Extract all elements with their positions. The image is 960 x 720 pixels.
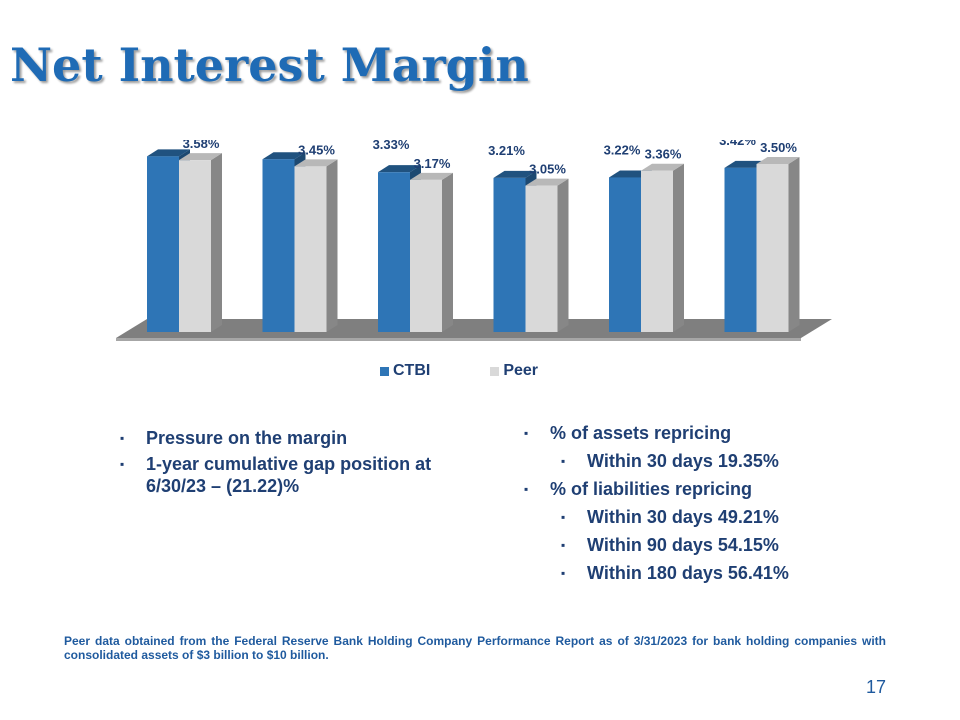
bar-peer-5-top <box>641 163 684 171</box>
bar-peer-4-side <box>557 178 569 332</box>
bar-ctbi-5 <box>609 177 641 332</box>
bar-peer-6 <box>756 164 789 332</box>
bar-peer-4-top <box>525 178 569 186</box>
bullet-square-icon: ▪ <box>120 431 125 445</box>
legend-item-peer: Peer <box>490 362 538 380</box>
bar-peer-2-top <box>294 159 338 167</box>
sub-bullet-item: ▪ Within 180 days 56.41% <box>561 562 910 584</box>
bar-peer-2-side <box>326 159 338 332</box>
data-label-ctbi-6: 3.42% <box>719 140 756 148</box>
legend-swatch-peer <box>490 366 500 376</box>
legend-label-peer: Peer <box>503 362 539 379</box>
bar-ctbi-2-top <box>262 152 306 160</box>
bar-peer-3-top <box>410 172 453 180</box>
bullet-square-icon: ▪ <box>120 457 125 471</box>
data-label-peer-6: 3.50% <box>760 140 797 155</box>
data-label-ctbi-4: 3.21% <box>488 143 525 158</box>
bullet-item: ▪ % of assets repricing <box>524 422 910 444</box>
bullet-item: ▪ Pressure on the margin <box>120 427 476 449</box>
chart-floor-front <box>116 338 801 341</box>
bullet-square-icon: ▪ <box>561 510 566 524</box>
bar-peer-6-top <box>756 157 800 164</box>
bar-ctbi-4-top <box>493 170 537 178</box>
bar-ctbi-3-top <box>378 165 421 173</box>
bar-peer-5-side <box>673 163 684 332</box>
bullet-text: 1-year cumulative gap position at 6/30/2… <box>146 454 432 496</box>
bullet-text: Within 30 days 19.35% <box>587 451 779 471</box>
data-label-ctbi-3: 3.33% <box>373 140 410 152</box>
bar-ctbi-3 <box>378 172 410 332</box>
slide-title: Net Interest Margin <box>10 38 529 92</box>
bullet-square-icon: ▪ <box>524 482 529 496</box>
bar-ctbi-1 <box>147 156 179 332</box>
data-label-peer-5: 3.36% <box>645 147 682 162</box>
bar-peer-3-side <box>442 172 453 332</box>
left-bullet-list: ▪ Pressure on the margin ▪ 1-year cumulati… <box>120 427 476 501</box>
data-label-ctbi-5: 3.22% <box>604 142 641 157</box>
right-bullet-list: ▪ % of assets repricing ▪ Within 30 days 1… <box>524 422 910 590</box>
bullet-item: ▪ 1-year cumulative gap position at 6/30/… <box>120 453 476 497</box>
data-label-peer-3: 3.17% <box>414 156 451 171</box>
sub-bullet-item: ▪ Within 30 days 19.35% <box>561 450 910 472</box>
bullet-square-icon: ▪ <box>561 538 566 552</box>
bar-peer-6-side <box>788 157 800 332</box>
footnote: Peer data obtained from the Federal Rese… <box>64 634 886 662</box>
bullet-text: Within 30 days 49.21% <box>587 507 779 527</box>
bar-ctbi-2 <box>262 159 295 332</box>
bar-peer-2 <box>294 166 327 332</box>
sub-bullet-item: ▪ Within 90 days 54.15% <box>561 534 910 556</box>
bullet-text: % of assets repricing <box>550 423 732 443</box>
bar-peer-5 <box>641 170 673 332</box>
net-interest-margin-chart: 3.66%3.58%3.60%3.45%3.33%3.17%3.21%3.05%… <box>116 140 832 341</box>
bar-peer-1 <box>179 160 211 332</box>
bar-peer-4 <box>525 185 558 332</box>
bar-peer-3 <box>410 179 442 332</box>
legend-label-ctbi: CTBI <box>393 362 431 379</box>
legend-swatch-ctbi <box>380 366 389 376</box>
bullet-square-icon: ▪ <box>561 566 566 580</box>
legend-item-ctbi: CTBI <box>380 362 430 380</box>
bullet-text: % of liabilities repricing <box>550 479 753 499</box>
bullet-text: Within 90 days 54.15% <box>587 535 779 555</box>
bar-ctbi-4 <box>493 177 526 332</box>
data-label-peer-4: 3.05% <box>529 162 566 177</box>
data-label-peer-2: 3.45% <box>298 142 335 157</box>
data-label-peer-1: 3.58% <box>183 140 220 151</box>
bullet-square-icon: ▪ <box>524 426 529 440</box>
bar-ctbi-1-top <box>147 149 190 157</box>
bullet-item: ▪ % of liabilities repricing <box>524 478 910 500</box>
bullet-square-icon: ▪ <box>561 454 566 468</box>
bar-peer-1-side <box>211 153 222 332</box>
bar-peer-1-top <box>179 153 222 161</box>
bar-ctbi-6 <box>724 167 757 332</box>
bullet-text: Within 180 days 56.41% <box>587 563 789 583</box>
page-number: 17 <box>865 677 886 697</box>
chart-legend: CTBI Peer <box>380 362 538 380</box>
sub-bullet-item: ▪ Within 30 days 49.21% <box>561 506 910 528</box>
bullet-text: Pressure on the margin <box>146 428 348 448</box>
